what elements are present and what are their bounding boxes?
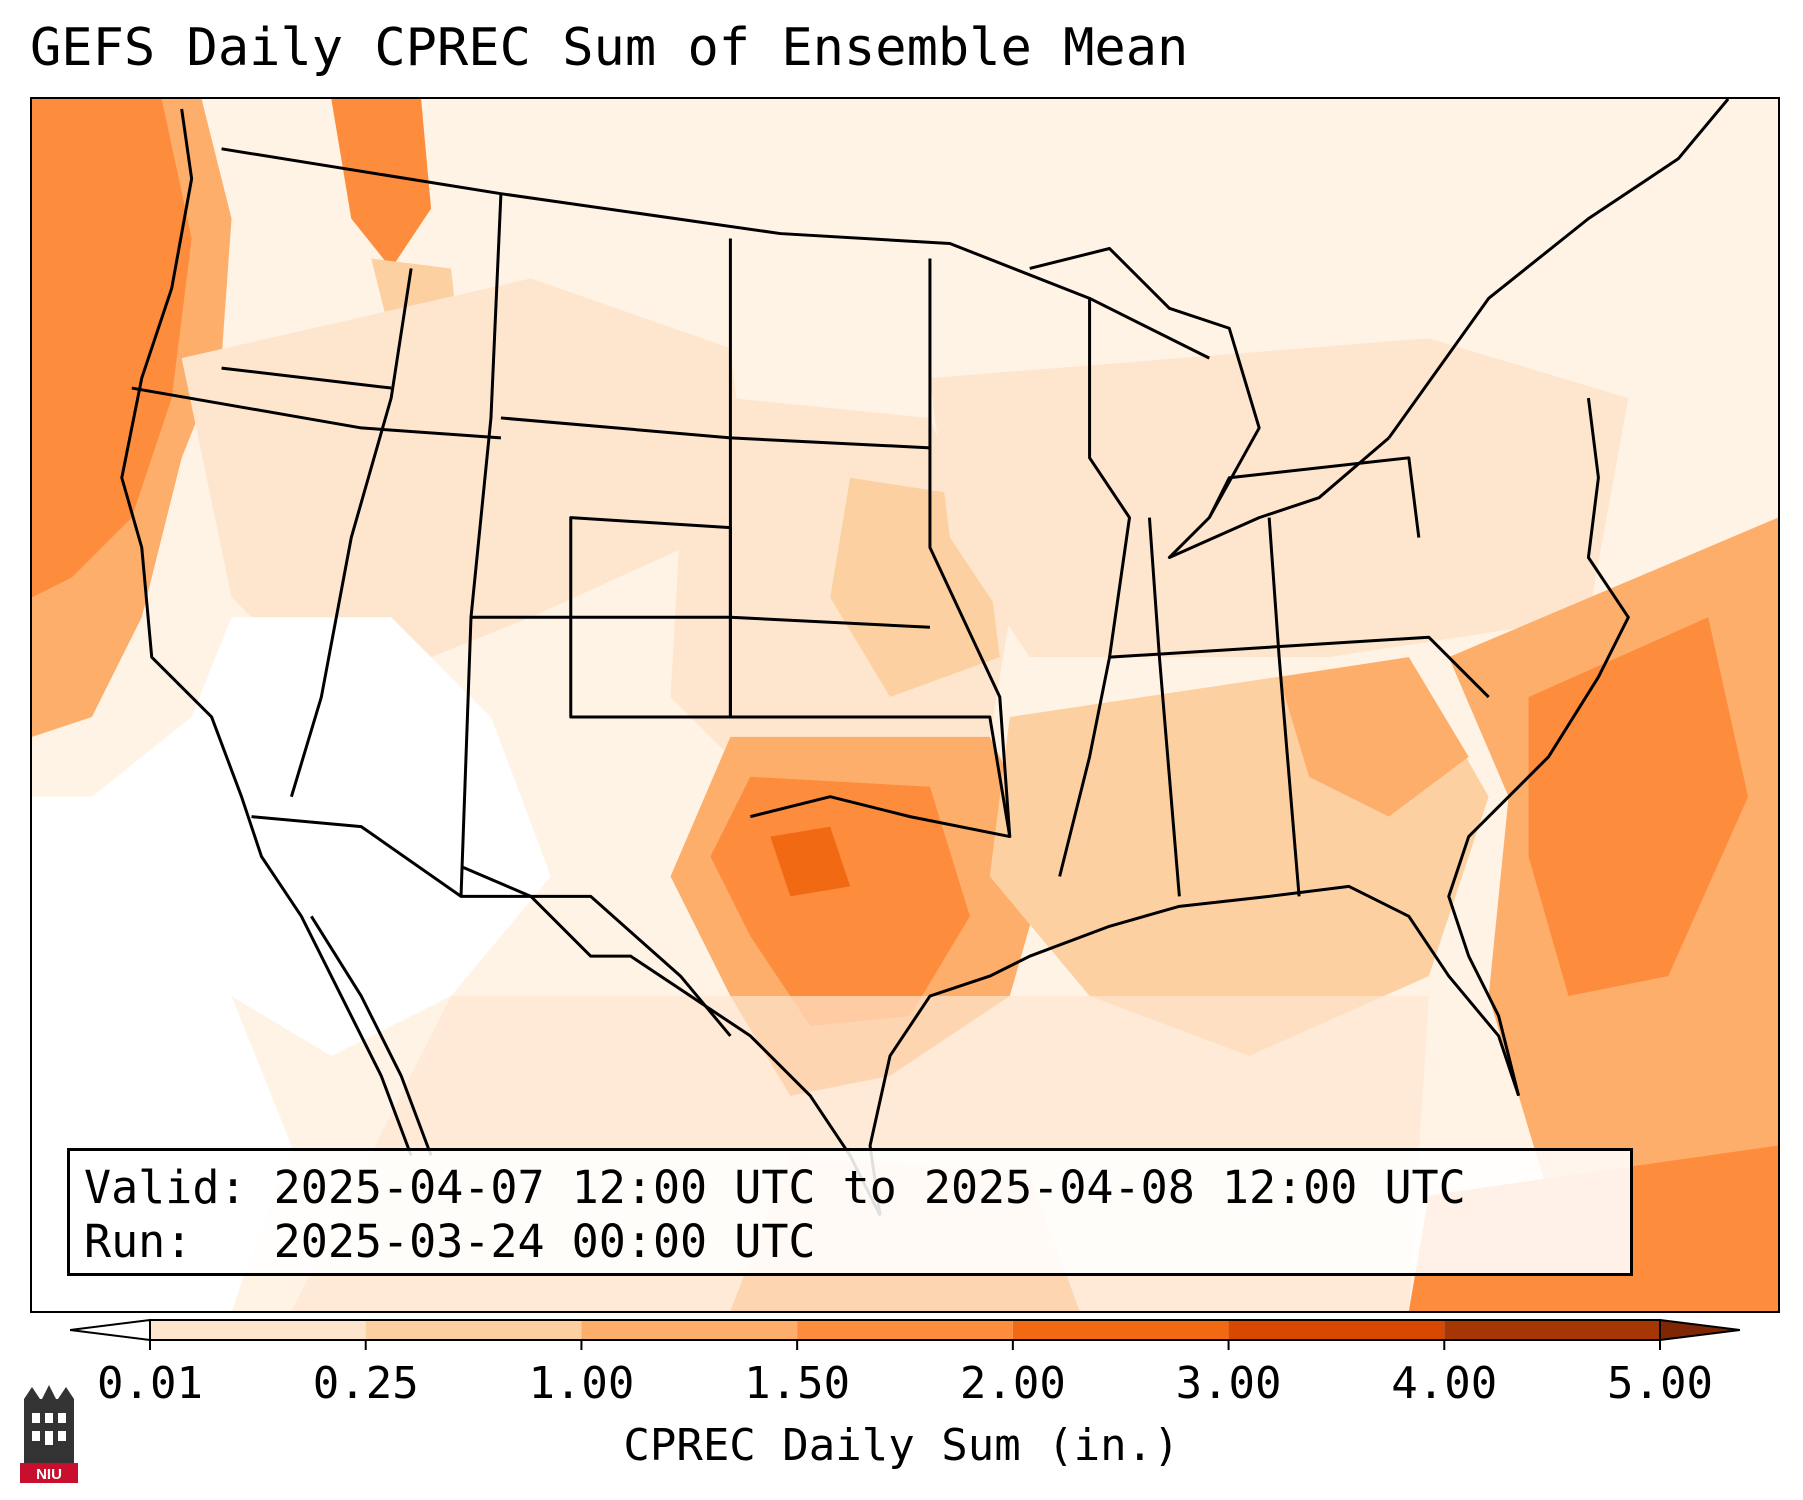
state-border-east-1 bbox=[1109, 635, 1490, 699]
state-border-rockies-w bbox=[289, 268, 413, 798]
colorbar-tick-label: 5.00 bbox=[1607, 1358, 1713, 1409]
valid-label: Valid: bbox=[84, 1161, 247, 1214]
run-label: Run: bbox=[84, 1215, 193, 1268]
coastline-northeast bbox=[1387, 99, 1730, 439]
coastline-east bbox=[1447, 397, 1630, 1097]
colorbar bbox=[70, 1318, 1740, 1350]
precip-map bbox=[32, 99, 1778, 1311]
valid-info-box: Valid: 2025-04-07 12:00 UTC to 2025-04-0… bbox=[67, 1148, 1633, 1276]
coastline-gulf bbox=[868, 884, 1521, 1216]
state-border-east-3 bbox=[1267, 517, 1301, 897]
state-border-west-h2 bbox=[221, 366, 392, 390]
map-panel[interactable] bbox=[30, 97, 1780, 1313]
colorbar-tick-label: 2.00 bbox=[959, 1358, 1066, 1409]
state-border-ok bbox=[730, 715, 1012, 839]
state-border-west-h1 bbox=[131, 386, 502, 440]
colorbar-tick-label: 0.01 bbox=[97, 1358, 203, 1409]
border-mexico bbox=[251, 815, 732, 1037]
colorbar-segment bbox=[797, 1320, 1013, 1340]
niu-castle-icon: NIU bbox=[20, 1385, 78, 1483]
precip-area-midwest bbox=[929, 338, 1629, 658]
boundary-lines bbox=[120, 99, 1730, 1216]
precip-area-atlantic-core bbox=[1528, 617, 1749, 997]
valid-range: 2025-04-07 12:00 UTC to 2025-04-08 12:00… bbox=[273, 1161, 1466, 1214]
valid-row: Valid: 2025-04-07 12:00 UTC to 2025-04-0… bbox=[84, 1161, 1630, 1215]
page-title: GEFS Daily CPREC Sum of Ensemble Mean bbox=[30, 18, 1189, 78]
colorbar-segment bbox=[581, 1320, 798, 1340]
state-border-central-h2 bbox=[470, 615, 931, 629]
precip-area-pacific-nw-core bbox=[32, 99, 192, 598]
state-border-rockies-e bbox=[459, 193, 503, 897]
coastline-west bbox=[120, 108, 413, 1157]
colorbar-tick-label: 3.00 bbox=[1175, 1358, 1282, 1409]
colorbar-tick-label: 4.00 bbox=[1391, 1358, 1498, 1409]
colorbar-segment bbox=[1228, 1320, 1445, 1340]
colorbar-segment bbox=[150, 1320, 366, 1340]
niu-logo-text: NIU bbox=[36, 1466, 62, 1483]
precip-area-texas-max bbox=[770, 826, 851, 897]
colorbar-over-arrow bbox=[1659, 1318, 1740, 1342]
precip-area-cascades bbox=[331, 99, 432, 269]
coastline-mexico bbox=[460, 865, 882, 1216]
precip-area-west-light bbox=[181, 278, 751, 698]
colorbar-segment bbox=[1444, 1320, 1660, 1340]
colorbar-tick-label: 0.25 bbox=[312, 1358, 419, 1409]
state-border-east-2 bbox=[1147, 517, 1181, 897]
border-canada bbox=[221, 147, 1210, 360]
colorbar-segment bbox=[365, 1320, 582, 1340]
baja-coast bbox=[310, 915, 433, 1157]
colorbar-outline bbox=[149, 1319, 1661, 1341]
state-border-plains-2 bbox=[928, 258, 1012, 837]
colorbar-under-arrow bbox=[70, 1318, 151, 1342]
colorbar-segment bbox=[1012, 1320, 1229, 1340]
colorbar-tick-label: 1.50 bbox=[744, 1358, 851, 1409]
state-border-mississippi bbox=[1058, 298, 1131, 877]
run-row: Run: 2025-03-24 00:00 UTC bbox=[84, 1215, 1630, 1269]
state-border-ohio bbox=[1207, 456, 1421, 538]
colorbar-tick-label: 1.00 bbox=[528, 1358, 635, 1409]
great-lakes bbox=[1029, 247, 1390, 559]
run-time: 2025-03-24 00:00 UTC bbox=[273, 1215, 816, 1268]
colorbar-label: CPREC Daily Sum (in.) bbox=[623, 1420, 1180, 1471]
state-border-central-h1 bbox=[500, 416, 931, 450]
precip-area-carolinas bbox=[1279, 657, 1469, 817]
